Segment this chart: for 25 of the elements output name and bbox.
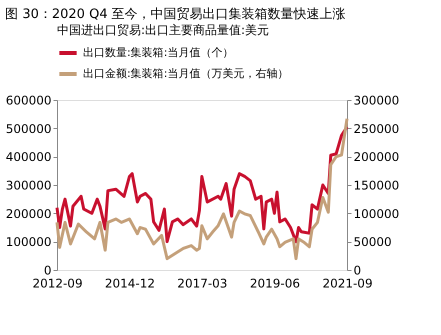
line-series [56, 117, 348, 260]
line-series [56, 125, 348, 244]
y2-tick-label: 200000 [354, 150, 400, 164]
y2-tick-label: 100000 [354, 206, 400, 221]
y2-tick-label: 300000 [354, 94, 400, 108]
chart-title: 图 30：2020 Q4 至今，中国贸易出口集装箱数量快速上涨 [5, 7, 346, 22]
x-tick-label: 2017-03 [177, 276, 228, 290]
x-tick-label: 2021-09 [322, 276, 373, 290]
legend-title: 中国进出口贸易:出口主要商品量值:美元 [57, 23, 270, 37]
legend-label: 出口数量:集装箱:当月值（个） [83, 46, 234, 59]
x-tick-label: 2012-09 [32, 276, 83, 290]
y-tick-label: 600000 [6, 94, 52, 108]
y2-tick-label: 0 [354, 264, 362, 278]
x-tick-label: 2019-06 [250, 276, 300, 290]
legend-label: 出口金额:集装箱:当月值（万美元，右轴） [83, 67, 288, 80]
y-tick-label: 0 [44, 264, 52, 278]
y2-tick-label: 150000 [354, 178, 400, 192]
y-tick-label: 100000 [6, 235, 52, 250]
y-tick-label: 400000 [6, 150, 52, 164]
y-tick-label: 200000 [6, 206, 52, 221]
y2-tick-label: 250000 [354, 122, 400, 136]
y-tick-label: 300000 [6, 178, 52, 192]
y-tick-label: 500000 [6, 122, 52, 136]
x-tick-label: 2014-12 [104, 276, 156, 290]
y2-tick-label: 50000 [354, 235, 392, 250]
